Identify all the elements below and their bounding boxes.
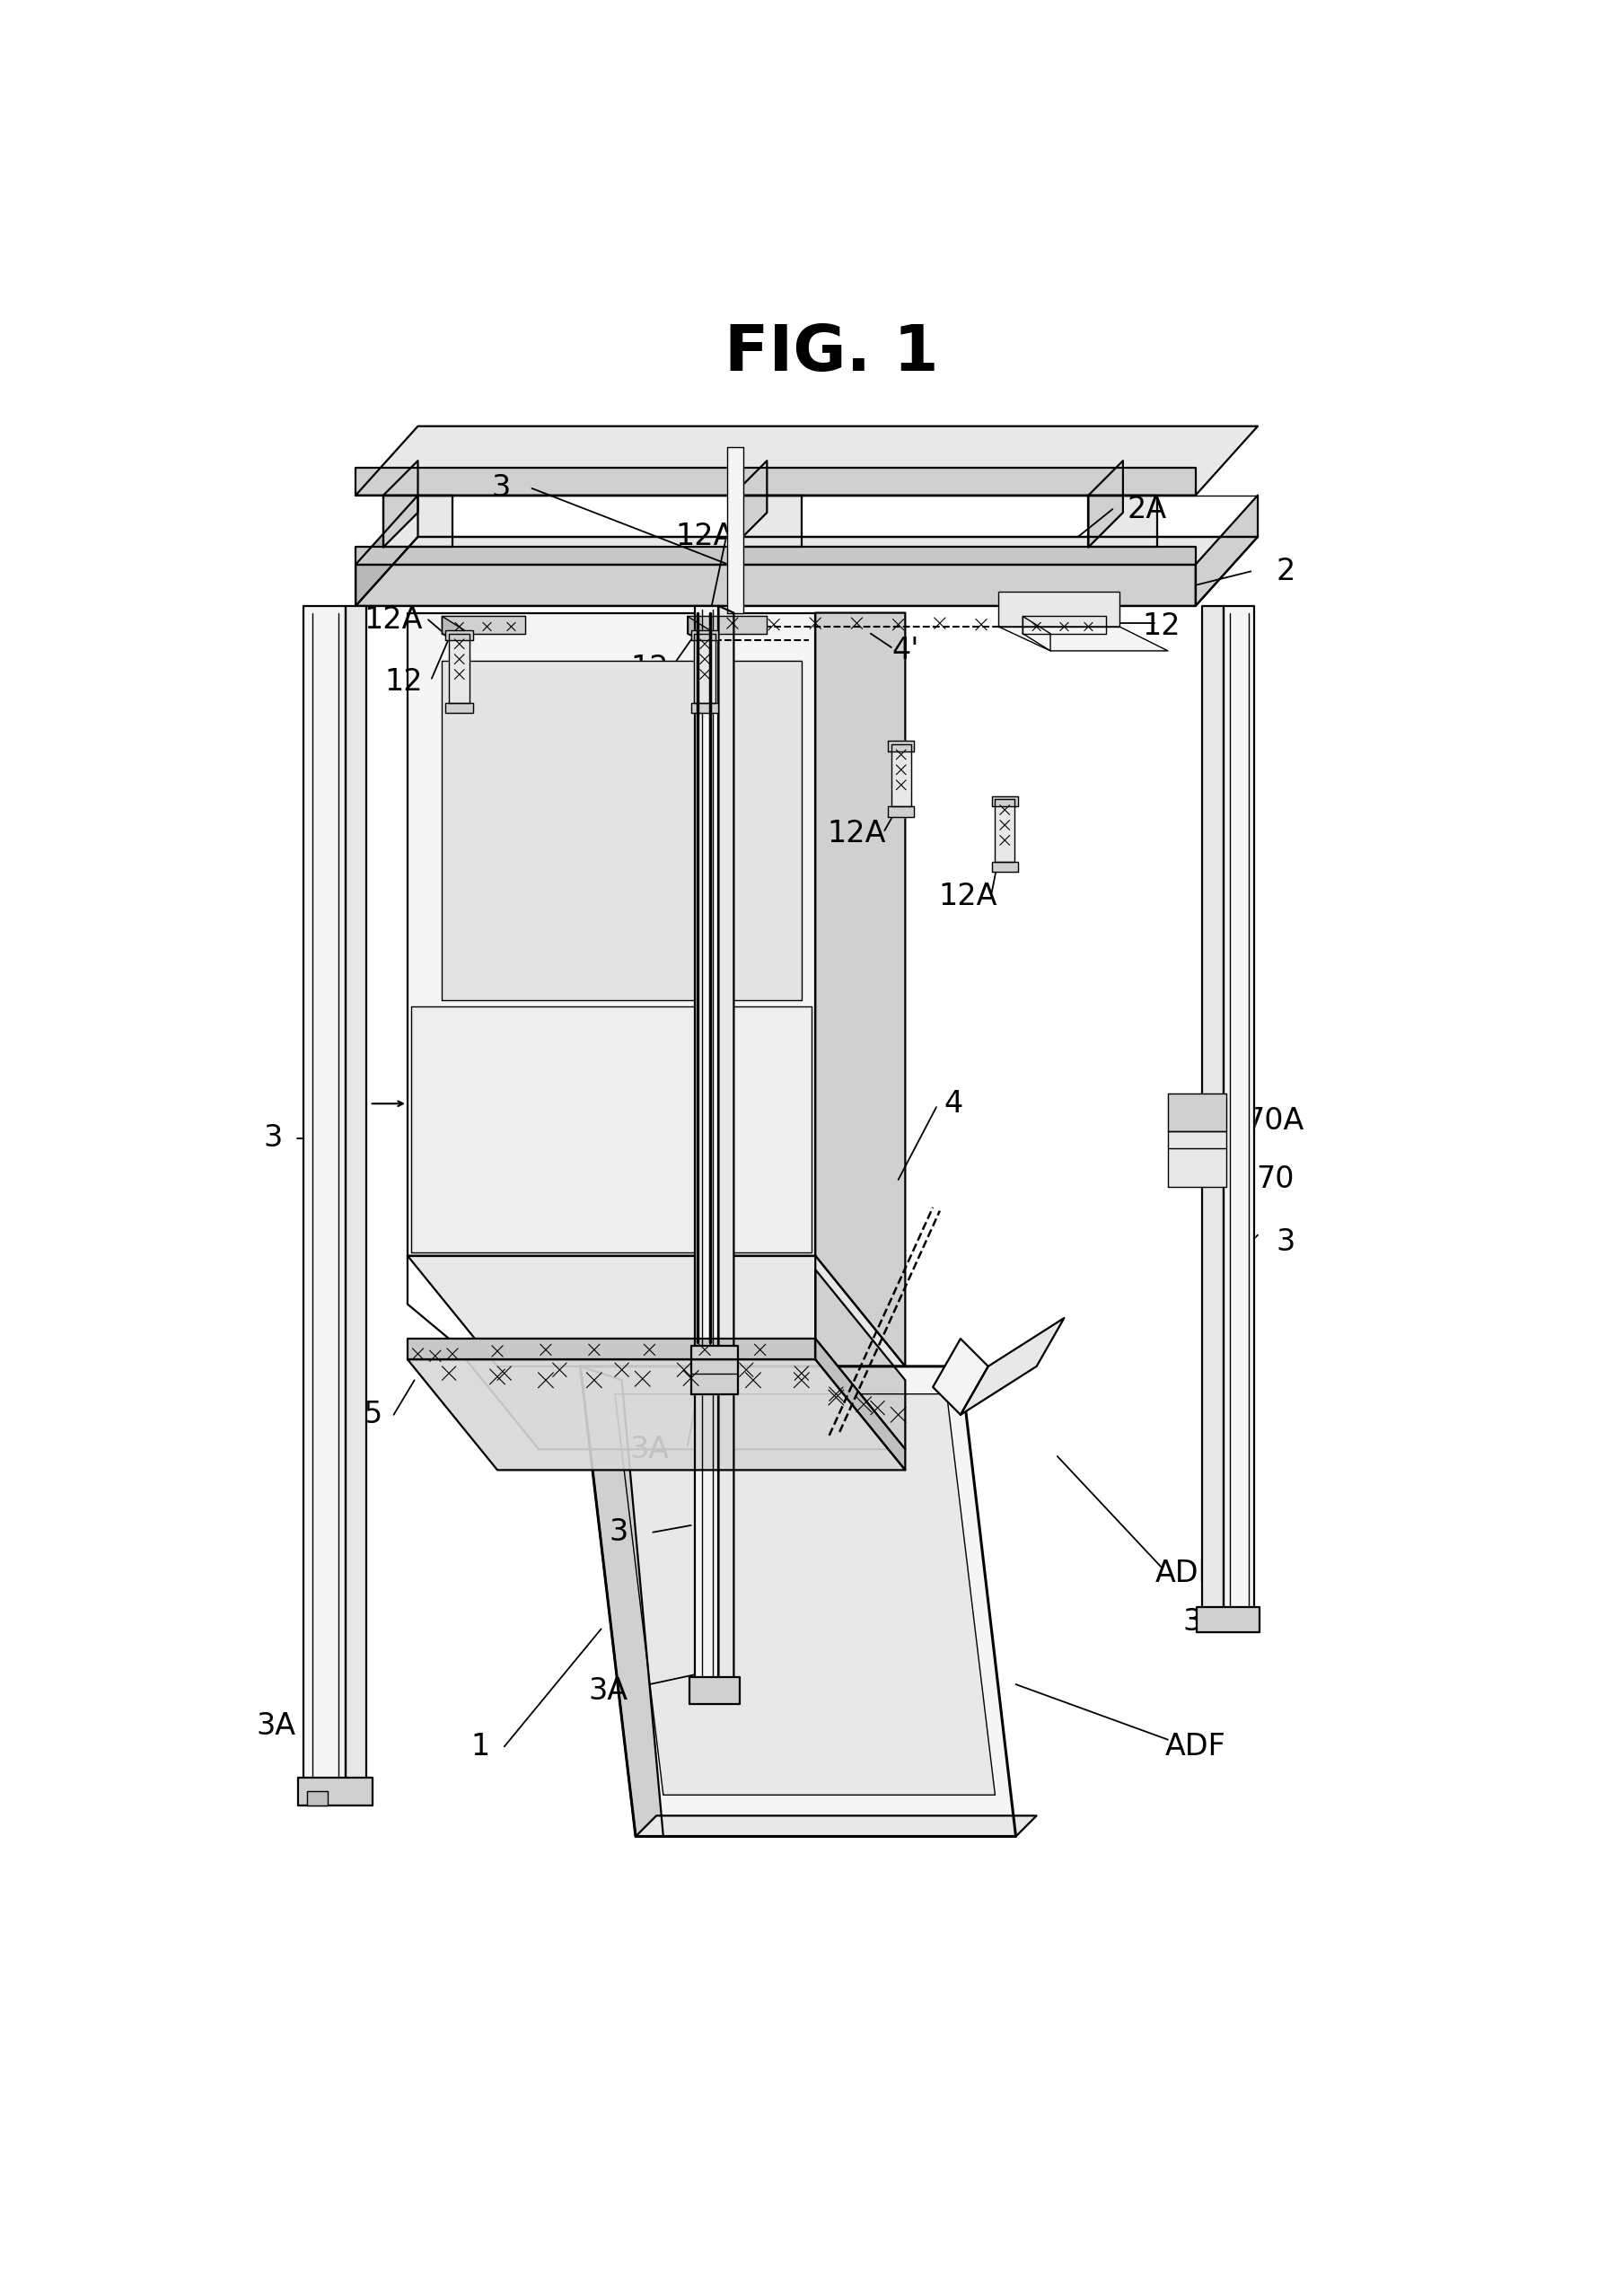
- Polygon shape: [690, 630, 718, 640]
- Polygon shape: [992, 797, 1018, 806]
- Polygon shape: [695, 605, 718, 1690]
- Polygon shape: [307, 1791, 328, 1804]
- Text: 2: 2: [1276, 557, 1294, 587]
- Polygon shape: [932, 1338, 987, 1414]
- Polygon shape: [732, 496, 802, 548]
- Polygon shape: [299, 1777, 374, 1804]
- Text: 3A: 3A: [257, 1711, 296, 1740]
- Text: 4: 4: [695, 1455, 715, 1485]
- Text: 5: 5: [364, 1400, 383, 1430]
- Polygon shape: [690, 1676, 739, 1704]
- Text: 12A: 12A: [828, 820, 887, 850]
- Text: 3: 3: [1276, 1227, 1294, 1256]
- Polygon shape: [888, 740, 914, 751]
- Polygon shape: [356, 564, 1195, 605]
- Polygon shape: [999, 592, 1119, 626]
- Polygon shape: [960, 1318, 1064, 1414]
- Polygon shape: [408, 1359, 905, 1471]
- Polygon shape: [728, 448, 744, 612]
- Polygon shape: [411, 1007, 812, 1252]
- Polygon shape: [1088, 461, 1122, 548]
- Polygon shape: [346, 605, 365, 1795]
- Text: 12: 12: [1142, 612, 1181, 642]
- Text: 4: 4: [944, 1089, 963, 1119]
- Polygon shape: [892, 745, 911, 806]
- Text: ADF: ADF: [1164, 1731, 1226, 1761]
- Text: 70A: 70A: [1246, 1105, 1304, 1135]
- Text: 70: 70: [1255, 1165, 1294, 1195]
- Polygon shape: [408, 612, 815, 1256]
- Polygon shape: [356, 548, 1195, 564]
- Polygon shape: [635, 1816, 1036, 1836]
- Polygon shape: [408, 1338, 815, 1359]
- Polygon shape: [580, 1366, 663, 1836]
- Polygon shape: [615, 1393, 996, 1795]
- Polygon shape: [992, 861, 1018, 872]
- Text: 1: 1: [471, 1731, 490, 1761]
- Polygon shape: [999, 626, 1168, 651]
- Polygon shape: [1195, 496, 1257, 605]
- Polygon shape: [448, 1338, 905, 1450]
- Polygon shape: [1023, 617, 1106, 633]
- Polygon shape: [442, 617, 469, 651]
- Text: ADE1: ADE1: [1155, 1560, 1236, 1590]
- Polygon shape: [1223, 605, 1254, 1622]
- Text: CP: CP: [323, 1089, 361, 1119]
- Polygon shape: [687, 617, 767, 633]
- Polygon shape: [732, 461, 767, 548]
- Polygon shape: [692, 1345, 737, 1393]
- Text: 12A: 12A: [364, 605, 424, 635]
- Polygon shape: [1088, 496, 1158, 548]
- Text: 3A: 3A: [588, 1676, 628, 1706]
- Text: 3: 3: [263, 1124, 283, 1153]
- Polygon shape: [356, 468, 1195, 496]
- Polygon shape: [888, 806, 914, 818]
- Text: 12A: 12A: [939, 882, 997, 911]
- Polygon shape: [356, 537, 1257, 605]
- Text: 2A: 2A: [1127, 493, 1168, 523]
- Text: 3A: 3A: [1182, 1608, 1223, 1638]
- Polygon shape: [815, 1270, 905, 1450]
- Polygon shape: [445, 703, 473, 713]
- Polygon shape: [1168, 1094, 1226, 1131]
- Polygon shape: [383, 496, 453, 548]
- Polygon shape: [442, 660, 802, 1000]
- Polygon shape: [695, 633, 715, 703]
- Polygon shape: [356, 427, 1257, 496]
- Polygon shape: [383, 461, 417, 548]
- Polygon shape: [718, 605, 734, 1690]
- Text: FIG. 1: FIG. 1: [724, 322, 939, 384]
- Polygon shape: [687, 617, 715, 651]
- Polygon shape: [445, 630, 473, 640]
- Text: 12A: 12A: [676, 523, 734, 553]
- Polygon shape: [1023, 617, 1051, 651]
- Text: 3A: 3A: [630, 1434, 669, 1464]
- Polygon shape: [815, 1338, 905, 1471]
- Polygon shape: [442, 617, 525, 633]
- Polygon shape: [408, 1256, 905, 1366]
- Text: 12: 12: [630, 653, 669, 683]
- Polygon shape: [356, 496, 417, 605]
- Polygon shape: [304, 605, 346, 1795]
- Polygon shape: [580, 1366, 1017, 1836]
- Polygon shape: [1197, 1608, 1260, 1633]
- Polygon shape: [996, 799, 1015, 861]
- Polygon shape: [1168, 1131, 1226, 1188]
- Text: 3: 3: [492, 473, 510, 502]
- Polygon shape: [690, 703, 718, 713]
- Text: 3: 3: [609, 1517, 628, 1546]
- Text: 12: 12: [385, 667, 424, 697]
- Polygon shape: [1202, 605, 1223, 1622]
- Polygon shape: [448, 633, 469, 703]
- Text: 4': 4': [892, 635, 919, 665]
- Polygon shape: [815, 612, 905, 1366]
